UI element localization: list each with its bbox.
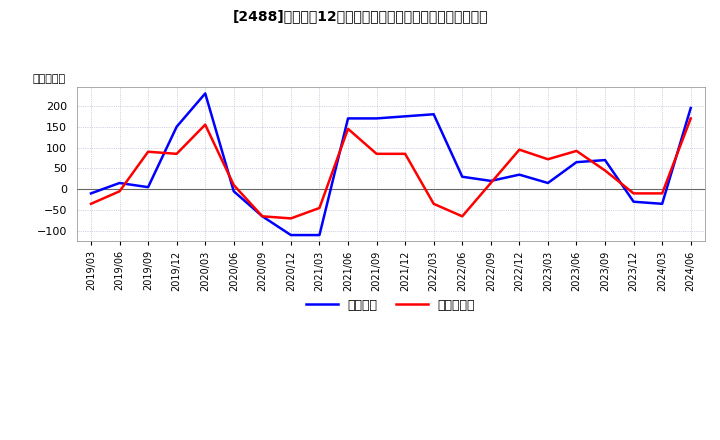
当期純利益 (343, 126, 352, 132)
経常利益 (372, 116, 381, 121)
経常利益 (600, 158, 609, 163)
経常利益 (658, 201, 667, 206)
Text: （百万円）: （百万円） (32, 74, 66, 84)
経常利益 (572, 160, 581, 165)
経常利益 (429, 112, 438, 117)
Line: 経常利益: 経常利益 (91, 93, 690, 235)
当期純利益 (600, 168, 609, 173)
当期純利益 (487, 180, 495, 186)
当期純利益 (230, 183, 238, 188)
当期純利益 (287, 216, 295, 221)
当期純利益 (401, 151, 410, 157)
当期純利益 (686, 116, 695, 121)
経常利益 (343, 116, 352, 121)
経常利益 (401, 114, 410, 119)
Text: [2488]　利益だ12か月移動合計の対前年同期増減額の推移: [2488] 利益だ12か月移動合計の対前年同期増減額の推移 (233, 9, 487, 23)
経常利益 (287, 232, 295, 238)
経常利益 (487, 178, 495, 183)
経常利益 (230, 189, 238, 194)
当期純利益 (86, 201, 95, 206)
当期純利益 (201, 122, 210, 127)
経常利益 (172, 124, 181, 129)
経常利益 (629, 199, 638, 204)
当期純利益 (315, 205, 324, 211)
経常利益 (515, 172, 523, 177)
当期純利益 (572, 148, 581, 154)
経常利益 (544, 180, 552, 186)
当期純利益 (515, 147, 523, 152)
当期純利益 (544, 157, 552, 162)
当期純利益 (429, 201, 438, 206)
経常利益 (315, 232, 324, 238)
当期純利益 (172, 151, 181, 157)
Line: 当期純利益: 当期純利益 (91, 118, 690, 218)
当期純利益 (372, 151, 381, 157)
経常利益 (686, 105, 695, 110)
当期純利益 (658, 191, 667, 196)
経常利益 (115, 180, 124, 186)
Legend: 経常利益, 当期純利益: 経常利益, 当期純利益 (302, 294, 480, 317)
当期純利益 (258, 214, 266, 219)
経常利益 (458, 174, 467, 180)
経常利益 (201, 91, 210, 96)
経常利益 (86, 191, 95, 196)
当期純利益 (458, 214, 467, 219)
当期純利益 (144, 149, 153, 154)
当期純利益 (115, 189, 124, 194)
経常利益 (258, 214, 266, 219)
当期純利益 (629, 191, 638, 196)
経常利益 (144, 184, 153, 190)
